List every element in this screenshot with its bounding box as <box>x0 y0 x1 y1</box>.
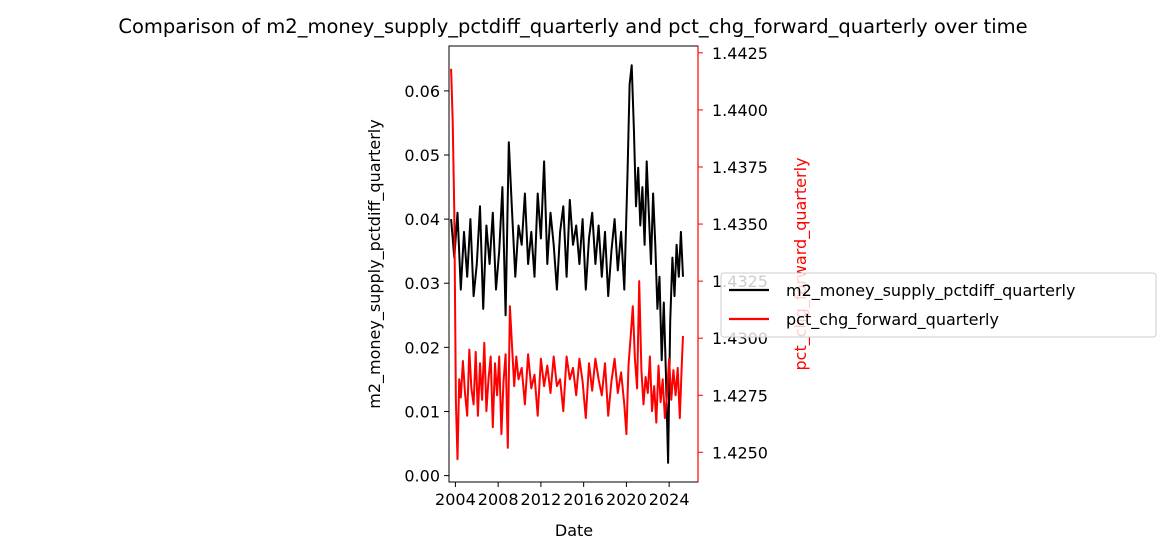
right-tick-label: 1.4375 <box>712 158 768 177</box>
series-line-m2-money-supply <box>450 64 684 464</box>
right-tick-label: 1.4400 <box>712 101 768 120</box>
right-axis-label: pct_chg_forward_quarterly <box>791 158 811 371</box>
x-tick-label: 2020 <box>606 490 647 509</box>
series-line-pct-chg-forward <box>450 68 684 461</box>
chart-title: Comparison of m2_money_supply_pctdiff_qu… <box>118 15 1027 38</box>
plot-frame <box>448 45 699 483</box>
right-tick-label: 1.4275 <box>712 386 768 405</box>
legend-box <box>720 272 1157 338</box>
left-tick-label: 0.00 <box>404 467 440 486</box>
left-tick-label: 0.05 <box>404 146 440 165</box>
left-tick-label: 0.04 <box>404 210 440 229</box>
x-tick-label: 2016 <box>563 490 604 509</box>
right-tick-label: 1.4350 <box>712 215 768 234</box>
right-tick-label: 1.4425 <box>712 44 768 63</box>
left-axis-label: m2_money_supply_pctdiff_quarterly <box>365 119 385 408</box>
left-tick-label: 0.06 <box>404 82 440 101</box>
legend-label-fwd: pct_chg_forward_quarterly <box>786 310 999 330</box>
legend-label-m2: m2_money_supply_pctdiff_quarterly <box>786 281 1075 301</box>
x-axis-label: Date <box>555 521 593 540</box>
left-tick-label: 0.03 <box>404 274 440 293</box>
legend: m2_money_supply_pctdiff_quarterly pct_ch… <box>720 272 1157 338</box>
x-tick-label: 2008 <box>478 490 519 509</box>
x-tick-label: 2024 <box>649 490 690 509</box>
right-tick-label: 1.4250 <box>712 443 768 462</box>
x-tick-label: 2012 <box>521 490 562 509</box>
left-tick-label: 0.01 <box>404 402 440 421</box>
left-tick-label: 0.02 <box>404 338 440 357</box>
x-tick-label: 2004 <box>435 490 476 509</box>
